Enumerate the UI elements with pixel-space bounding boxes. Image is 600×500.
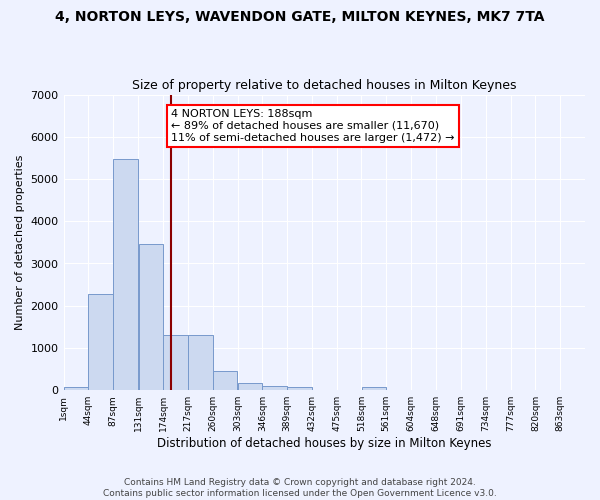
Bar	[163, 335, 188, 390]
Y-axis label: Number of detached properties: Number of detached properties	[15, 154, 25, 330]
X-axis label: Distribution of detached houses by size in Milton Keynes: Distribution of detached houses by size …	[157, 437, 491, 450]
Bar	[113, 159, 138, 390]
Bar	[88, 294, 113, 390]
Bar	[287, 388, 312, 390]
Text: 4, NORTON LEYS, WAVENDON GATE, MILTON KEYNES, MK7 7TA: 4, NORTON LEYS, WAVENDON GATE, MILTON KE…	[55, 10, 545, 24]
Bar	[262, 386, 287, 390]
Bar	[362, 388, 386, 390]
Text: Contains HM Land Registry data © Crown copyright and database right 2024.
Contai: Contains HM Land Registry data © Crown c…	[103, 478, 497, 498]
Bar	[139, 244, 163, 390]
Bar	[238, 383, 262, 390]
Bar	[188, 335, 212, 390]
Bar	[64, 387, 88, 390]
Title: Size of property relative to detached houses in Milton Keynes: Size of property relative to detached ho…	[132, 79, 517, 92]
Text: 4 NORTON LEYS: 188sqm
← 89% of detached houses are smaller (11,670)
11% of semi-: 4 NORTON LEYS: 188sqm ← 89% of detached …	[171, 110, 455, 142]
Bar	[213, 371, 238, 390]
